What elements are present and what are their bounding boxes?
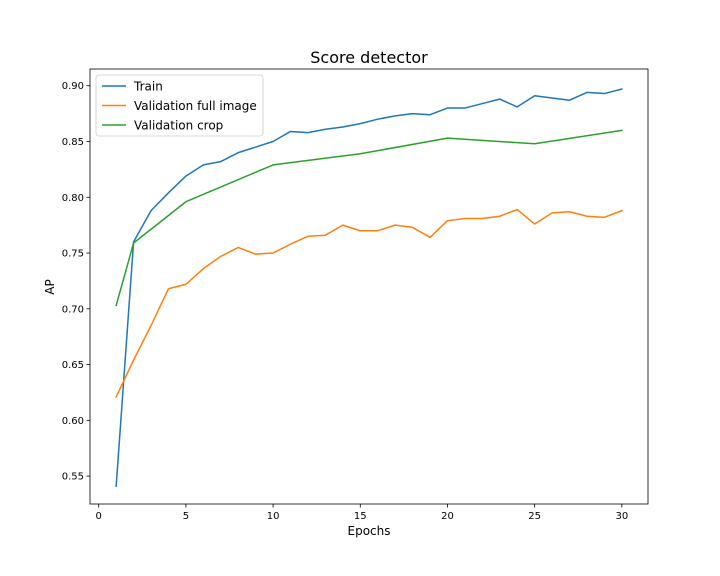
x-axis-label: Epochs (348, 524, 391, 538)
x-tick-label: 10 (267, 511, 280, 522)
y-tick-label: 0.60 (62, 416, 84, 427)
series-line-2 (115, 129, 623, 307)
series-line-1 (115, 208, 623, 398)
chart-title: Score detector (310, 48, 428, 67)
y-tick-label: 0.85 (62, 137, 84, 148)
x-tick-label: 25 (528, 511, 541, 522)
x-tick-label: 0 (96, 511, 102, 522)
y-axis-label: AP (43, 279, 57, 294)
y-tick-label: 0.55 (62, 472, 84, 483)
y-tick-label: 0.70 (62, 304, 84, 315)
legend-box (95, 74, 264, 137)
y-tick-label: 0.90 (62, 81, 84, 92)
legend-label-2: Validation crop (134, 119, 223, 133)
legend-label-1: Validation full image (134, 99, 257, 113)
legend-label-0: Train (133, 80, 163, 94)
y-tick-label: 0.80 (62, 193, 84, 204)
axes-frame (89, 68, 649, 505)
x-tick-label: 15 (354, 511, 367, 522)
plot-area: 0 5 10 15 20 25 30 0.55 0.60 0.65 0.70 0.75 0.80 0.85… (62, 68, 649, 522)
x-tick-label: 5 (183, 511, 189, 522)
x-tick-label: 30 (615, 511, 628, 522)
y-tick-label: 0.75 (62, 249, 84, 260)
x-tick-label: 20 (441, 511, 454, 522)
y-tick-label: 0.65 (62, 360, 84, 371)
legend: Train Validation full image Validation cro… (95, 74, 264, 137)
series-line-0 (115, 88, 623, 487)
